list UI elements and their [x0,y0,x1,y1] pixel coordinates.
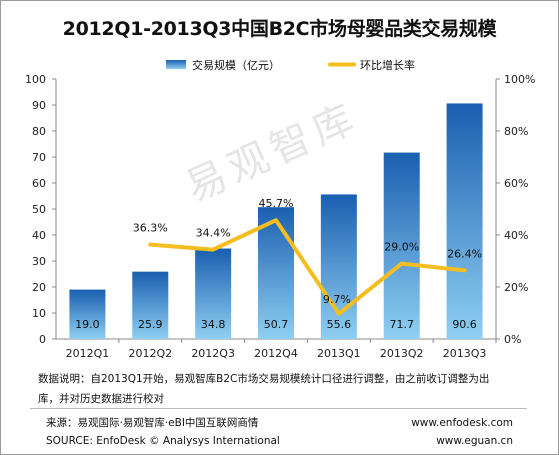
bar [383,152,420,339]
line-value-label: 45.7% [259,197,294,210]
y-left-tick-label: 70 [32,151,46,164]
x-tick-label: 2013Q3 [443,347,487,360]
data-note-line-1: 数据说明：自2013Q1开始，易观智库B2C市场交易规模统计口径进行调整，由之前… [38,373,490,385]
y-right-tick-label: 40% [504,229,528,242]
legend-bar-label: 交易规模（亿元） [192,58,280,72]
data-note: 数据说明：自2013Q1开始，易观智库B2C市场交易规模统计口径进行调整，由之前… [38,369,538,409]
y-right-tick-label: 100% [504,73,535,86]
y-left-tick-label: 30 [32,255,46,268]
bar-value-label: 25.9 [138,318,163,331]
site-enfodesk-link[interactable]: www.enfodesk.com [411,417,513,429]
y-left-tick-label: 10 [32,307,46,320]
y-left-tick-label: 60 [32,177,46,190]
y-left-tick-label: 90 [32,99,46,112]
legend-line-label: 环比增长率 [360,58,415,72]
source-en: SOURCE: EnfoDesk © Analysys Internationa… [46,435,280,447]
footer-divider [30,408,527,409]
x-tick-label: 2012Q2 [128,347,172,360]
chart-title: 2012Q1-2013Q3中国B2C市场母婴品类交易规模 [62,18,497,40]
y-left-tick-label: 80 [32,125,46,138]
bar-value-label: 55.6 [327,318,352,331]
x-tick-label: 2012Q1 [66,347,110,360]
bar-value-label: 71.7 [389,318,414,331]
bar [446,103,483,339]
x-tick-label: 2013Q2 [380,347,424,360]
data-note-line-2: 库，并对历史数据进行校对 [38,393,164,405]
y-left-tick-label: 0 [39,333,46,346]
y-right-tick-label: 20% [504,281,528,294]
line-value-label: 9.7% [323,293,351,306]
footer-sites: www.enfodesk.com www.eguan.cn [411,414,513,450]
y-left-tick-label: 20 [32,281,46,294]
y-right-tick-label: 60% [504,177,528,190]
line-value-label: 29.0% [384,241,419,254]
x-tick-label: 2012Q4 [254,347,298,360]
source-cn: 来源：易观国际·易观智库·eBI中国互联网商情 [46,417,259,429]
legend-bar-swatch [166,60,186,69]
bar-value-label: 34.8 [201,318,226,331]
line-value-label: 36.3% [133,222,168,235]
growth-rate-line [148,218,467,316]
bar [132,271,169,339]
x-tick-label: 2013Q1 [317,347,361,360]
y-left-tick-label: 100 [25,73,46,86]
y-right-tick-label: 80% [504,125,528,138]
footer-source: 来源：易观国际·易观智库·eBI中国互联网商情 SOURCE: EnfoDesk… [46,414,280,450]
bar [195,248,232,339]
y-right-tick-label: 0% [504,333,521,346]
bar [69,289,106,339]
line-value-label: 34.4% [196,227,231,240]
x-tick-label: 2012Q3 [191,347,235,360]
y-left-tick-label: 40 [32,229,46,242]
site-eguan-link[interactable]: www.eguan.cn [436,435,513,447]
bar-value-label: 50.7 [264,318,289,331]
bar-value-label: 19.0 [75,318,100,331]
line-value-label: 26.4% [447,247,482,260]
y-left-tick-label: 50 [32,203,46,216]
bar [258,207,294,339]
bar-value-label: 90.6 [452,318,477,331]
